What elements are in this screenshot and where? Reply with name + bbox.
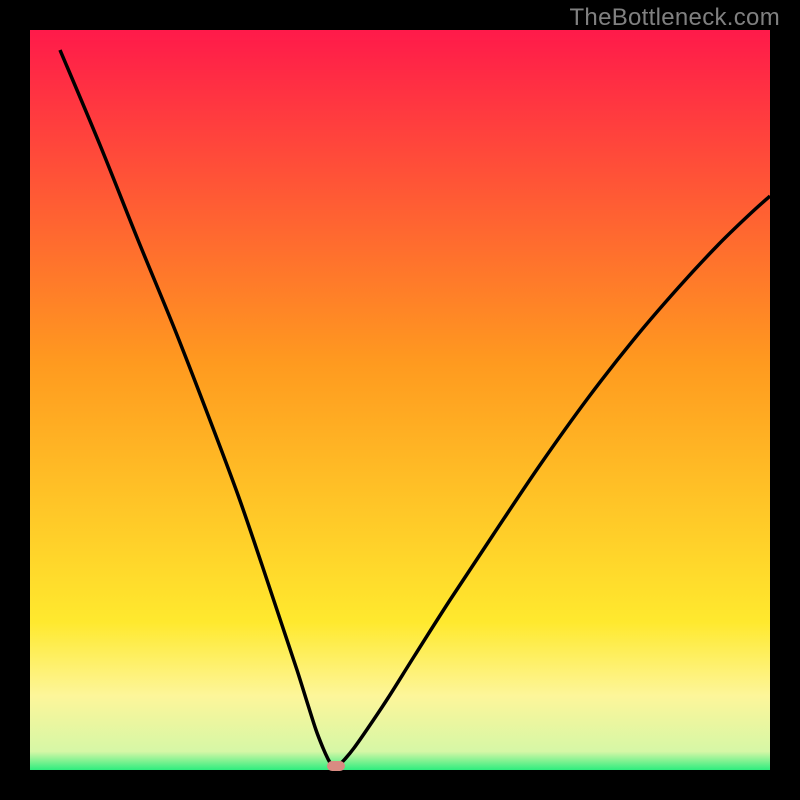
bottleneck-curve	[60, 50, 770, 767]
optimal-marker	[327, 761, 345, 771]
curve-layer	[30, 30, 770, 770]
chart-frame: TheBottleneck.com	[0, 0, 800, 800]
watermark-text: TheBottleneck.com	[569, 4, 780, 32]
